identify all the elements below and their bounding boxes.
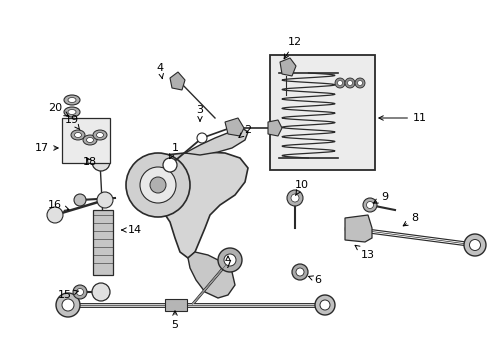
Text: 14: 14 — [122, 225, 142, 235]
Circle shape — [150, 177, 165, 193]
Polygon shape — [184, 128, 247, 155]
Circle shape — [357, 81, 362, 85]
Polygon shape — [187, 252, 235, 298]
Circle shape — [347, 81, 352, 85]
Text: 17: 17 — [35, 143, 58, 153]
Text: 4: 4 — [156, 63, 163, 78]
Ellipse shape — [64, 95, 80, 105]
Circle shape — [97, 192, 113, 208]
Circle shape — [76, 288, 83, 296]
Ellipse shape — [68, 109, 76, 114]
Circle shape — [62, 299, 74, 311]
Circle shape — [319, 300, 329, 310]
Circle shape — [362, 198, 376, 212]
Text: 13: 13 — [354, 245, 374, 260]
Text: 12: 12 — [284, 37, 302, 59]
Circle shape — [291, 264, 307, 280]
Polygon shape — [224, 118, 244, 136]
Circle shape — [314, 295, 334, 315]
Circle shape — [366, 202, 373, 208]
Circle shape — [345, 78, 354, 88]
Text: 2: 2 — [239, 125, 251, 138]
Circle shape — [286, 190, 303, 206]
Circle shape — [197, 133, 206, 143]
Text: 9: 9 — [373, 192, 388, 203]
Polygon shape — [345, 215, 371, 242]
Circle shape — [126, 153, 190, 217]
Text: 11: 11 — [378, 113, 426, 123]
Polygon shape — [267, 120, 282, 136]
Text: 20: 20 — [48, 103, 68, 116]
Ellipse shape — [96, 132, 103, 138]
Polygon shape — [280, 58, 295, 76]
Ellipse shape — [74, 132, 81, 138]
Bar — [269, 55, 374, 170]
Text: 7: 7 — [224, 256, 231, 270]
Ellipse shape — [71, 130, 85, 140]
Circle shape — [337, 81, 342, 85]
Circle shape — [47, 207, 63, 223]
Ellipse shape — [83, 135, 97, 145]
Text: 1: 1 — [169, 143, 178, 159]
Bar — [164, 299, 186, 311]
Text: 3: 3 — [196, 105, 203, 121]
Text: 15: 15 — [58, 290, 78, 300]
Circle shape — [468, 239, 480, 251]
Bar — [62, 118, 110, 163]
Text: 6: 6 — [308, 275, 321, 285]
Circle shape — [290, 194, 298, 202]
Circle shape — [74, 194, 86, 206]
Polygon shape — [133, 152, 247, 258]
Text: 10: 10 — [294, 180, 308, 195]
Text: 8: 8 — [403, 213, 418, 226]
Ellipse shape — [68, 98, 76, 103]
Ellipse shape — [93, 130, 107, 140]
Text: 19: 19 — [65, 115, 80, 130]
Circle shape — [463, 234, 485, 256]
Circle shape — [295, 268, 304, 276]
Ellipse shape — [86, 138, 93, 143]
Circle shape — [73, 285, 87, 299]
Circle shape — [92, 283, 110, 301]
Circle shape — [354, 78, 364, 88]
Circle shape — [56, 293, 80, 317]
Circle shape — [218, 248, 242, 272]
Polygon shape — [170, 72, 184, 90]
Circle shape — [140, 167, 176, 203]
Bar — [93, 210, 113, 275]
Text: 5: 5 — [171, 311, 178, 330]
Circle shape — [92, 153, 110, 171]
Ellipse shape — [64, 107, 80, 117]
Text: 18: 18 — [83, 157, 97, 167]
Circle shape — [224, 254, 236, 266]
Circle shape — [163, 158, 177, 172]
Circle shape — [334, 78, 345, 88]
Text: 16: 16 — [48, 200, 69, 210]
